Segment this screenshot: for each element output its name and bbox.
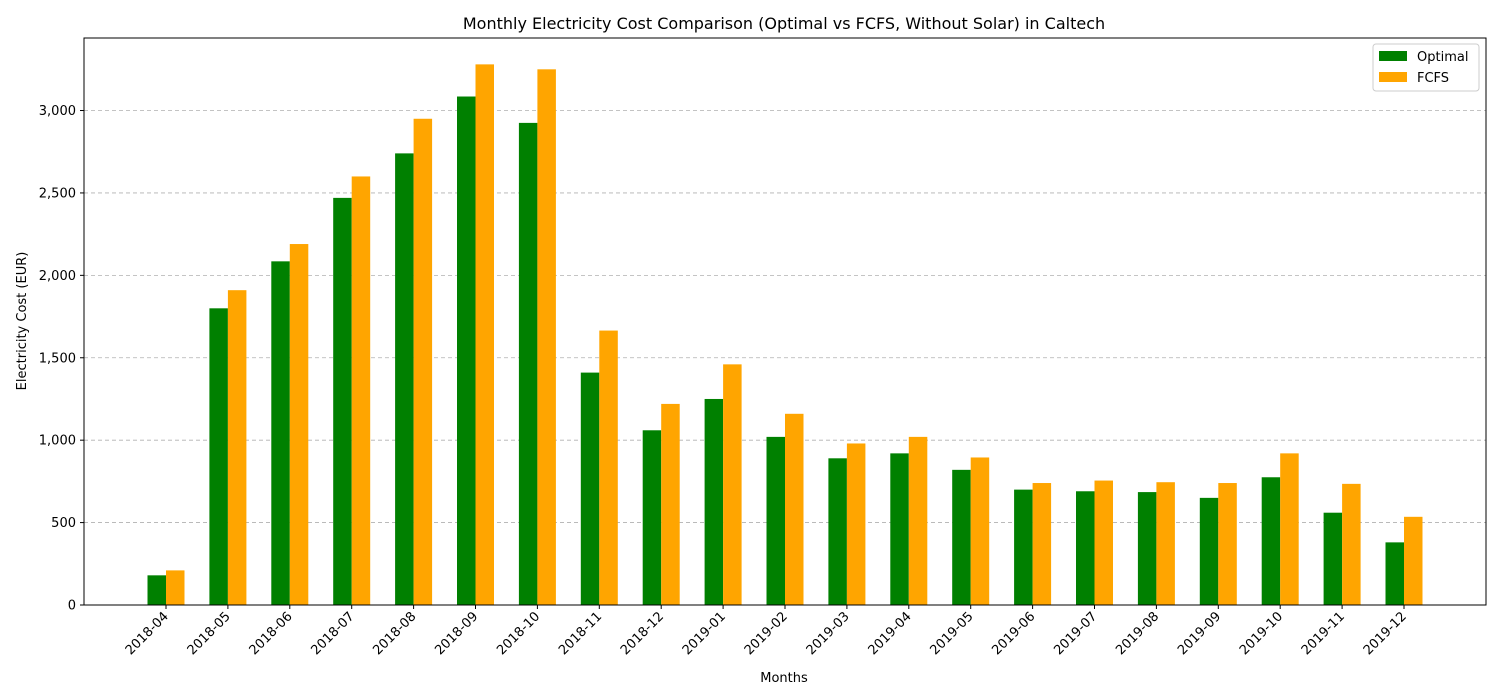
y-tick-label: 0: [68, 599, 76, 614]
bar-optimal-2018-06: [271, 261, 290, 605]
y-tick-label: 1,500: [39, 351, 76, 366]
bar-optimal-2019-12: [1385, 542, 1404, 605]
x-tick-label: 2018-08: [370, 609, 419, 658]
x-tick-label: 2018-04: [123, 609, 172, 658]
x-tick-label: 2018-06: [247, 609, 296, 658]
bar-optimal-2019-10: [1261, 477, 1281, 605]
bar-fcfs-2018-06: [289, 244, 309, 605]
y-tick-label: 500: [51, 516, 76, 531]
bar-optimal-2018-12: [642, 430, 662, 605]
bar-optimal-2019-04: [890, 453, 909, 605]
x-tick-label: 2019-08: [1113, 609, 1162, 658]
bar-fcfs-2019-12: [1404, 516, 1423, 605]
x-tick-label: 2019-07: [1051, 609, 1100, 658]
x-axis: 2018-04 2018-05 2018-06 2018-07 2018-08 2018-…: [123, 605, 1410, 658]
x-tick-label: 2018-11: [556, 609, 605, 658]
x-axis-title: Months: [760, 671, 808, 686]
bar-optimal-2019-08: [1137, 492, 1157, 605]
y-axis: 0 500 1,000 1,500 2,000 2,500 3,000: [39, 104, 84, 614]
y-axis-title: Electricity Cost (EUR): [15, 252, 30, 391]
bar-optimal-2018-10: [518, 122, 538, 605]
bar-optimal-2019-05: [952, 469, 971, 605]
legend-label-optimal: Optimal: [1417, 50, 1468, 65]
bar-fcfs-2018-09: [475, 64, 494, 606]
y-tick-label: 3,000: [39, 104, 76, 119]
bar-fcfs-2018-12: [661, 403, 680, 605]
x-tick-label: 2019-03: [804, 609, 853, 658]
x-tick-label: 2019-12: [1361, 609, 1410, 658]
bar-fcfs-2018-07: [351, 176, 371, 605]
legend: Optimal FCFS: [1372, 43, 1480, 92]
bars-layer: [147, 64, 1423, 606]
bar-optimal-2018-09: [457, 96, 476, 605]
bar-fcfs-2018-11: [599, 330, 618, 605]
bar-optimal-2019-01: [704, 398, 724, 605]
bar-optimal-2018-07: [333, 197, 352, 606]
bar-fcfs-2018-08: [413, 118, 433, 606]
x-tick-label: 2019-05: [928, 609, 977, 658]
bar-fcfs-2019-02: [785, 413, 804, 605]
bar-optimal-2018-04: [147, 575, 166, 605]
bar-fcfs-2019-08: [1156, 482, 1175, 605]
bar-fcfs-2019-01: [723, 364, 742, 605]
x-tick-label: 2019-09: [1175, 609, 1224, 658]
bar-fcfs-2019-03: [846, 443, 866, 605]
x-tick-label: 2018-09: [432, 609, 481, 658]
legend-swatch-optimal: [1379, 51, 1407, 61]
bar-optimal-2019-02: [766, 436, 785, 605]
x-tick-label: 2019-06: [989, 609, 1038, 658]
bar-optimal-2019-11: [1323, 512, 1343, 605]
bar-optimal-2018-05: [209, 308, 228, 605]
bar-fcfs-2019-05: [970, 457, 990, 605]
bar-optimal-2019-07: [1076, 491, 1095, 605]
bar-fcfs-2018-10: [537, 69, 556, 605]
bar-optimal-2018-08: [395, 153, 414, 605]
x-tick-label: 2019-02: [742, 609, 791, 658]
chart-title: Monthly Electricity Cost Comparison (Opt…: [463, 14, 1105, 33]
bar-optimal-2019-03: [828, 458, 847, 605]
bar-fcfs-2018-04: [166, 570, 185, 605]
bar-fcfs-2019-06: [1032, 483, 1052, 605]
y-tick-label: 2,000: [39, 269, 76, 284]
x-tick-label: 2018-10: [494, 609, 543, 658]
bar-optimal-2018-11: [580, 372, 600, 605]
x-tick-label: 2019-11: [1299, 609, 1348, 658]
y-tick-label: 2,500: [39, 186, 76, 201]
x-tick-label: 2018-07: [309, 609, 358, 658]
bar-fcfs-2019-09: [1218, 483, 1237, 605]
bar-fcfs-2019-04: [908, 436, 928, 605]
x-tick-label: 2019-01: [680, 609, 729, 658]
legend-swatch-fcfs: [1379, 72, 1407, 82]
y-tick-label: 1,000: [39, 434, 76, 449]
legend-label-fcfs: FCFS: [1417, 71, 1449, 86]
bar-optimal-2019-09: [1199, 497, 1219, 605]
x-tick-label: 2019-10: [1237, 609, 1286, 658]
bar-fcfs-2019-10: [1280, 453, 1299, 605]
x-tick-label: 2018-05: [185, 609, 234, 658]
bar-optimal-2019-06: [1014, 489, 1033, 605]
bar-fcfs-2018-05: [227, 290, 247, 605]
bar-fcfs-2019-07: [1094, 480, 1113, 605]
bar-fcfs-2019-11: [1342, 483, 1361, 605]
x-tick-label: 2018-12: [618, 609, 667, 658]
x-tick-label: 2019-04: [866, 609, 915, 658]
